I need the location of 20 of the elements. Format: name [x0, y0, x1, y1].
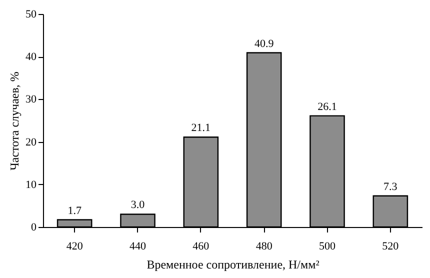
x-tick-label: 520 — [382, 240, 400, 252]
data-label: 40.9 — [254, 38, 274, 50]
y-tick-label: 50 — [26, 8, 37, 20]
y-axis-title: Частота случаев, % — [8, 72, 22, 170]
y-tick-label: 10 — [26, 178, 37, 191]
x-axis-title: Временное сопротивление, Н/мм² — [146, 258, 320, 272]
data-label: 26.1 — [318, 100, 337, 113]
y-tick-label: 30 — [26, 94, 37, 106]
data-label: 21.1 — [191, 122, 211, 134]
x-tick-label: 420 — [66, 240, 84, 252]
x-tick-label: 480 — [256, 240, 273, 252]
data-label: 1.7 — [68, 204, 82, 217]
x-tick-label: 440 — [130, 240, 146, 252]
data-label: 3.0 — [130, 199, 146, 212]
x-tick-label: 460 — [192, 240, 210, 252]
data-label: 7.3 — [384, 180, 398, 193]
y-tick-label: 20 — [26, 136, 37, 148]
y-tick-label: 0 — [31, 222, 37, 234]
y-tick-label: 40 — [26, 51, 37, 64]
x-tick-label: 500 — [319, 240, 336, 252]
